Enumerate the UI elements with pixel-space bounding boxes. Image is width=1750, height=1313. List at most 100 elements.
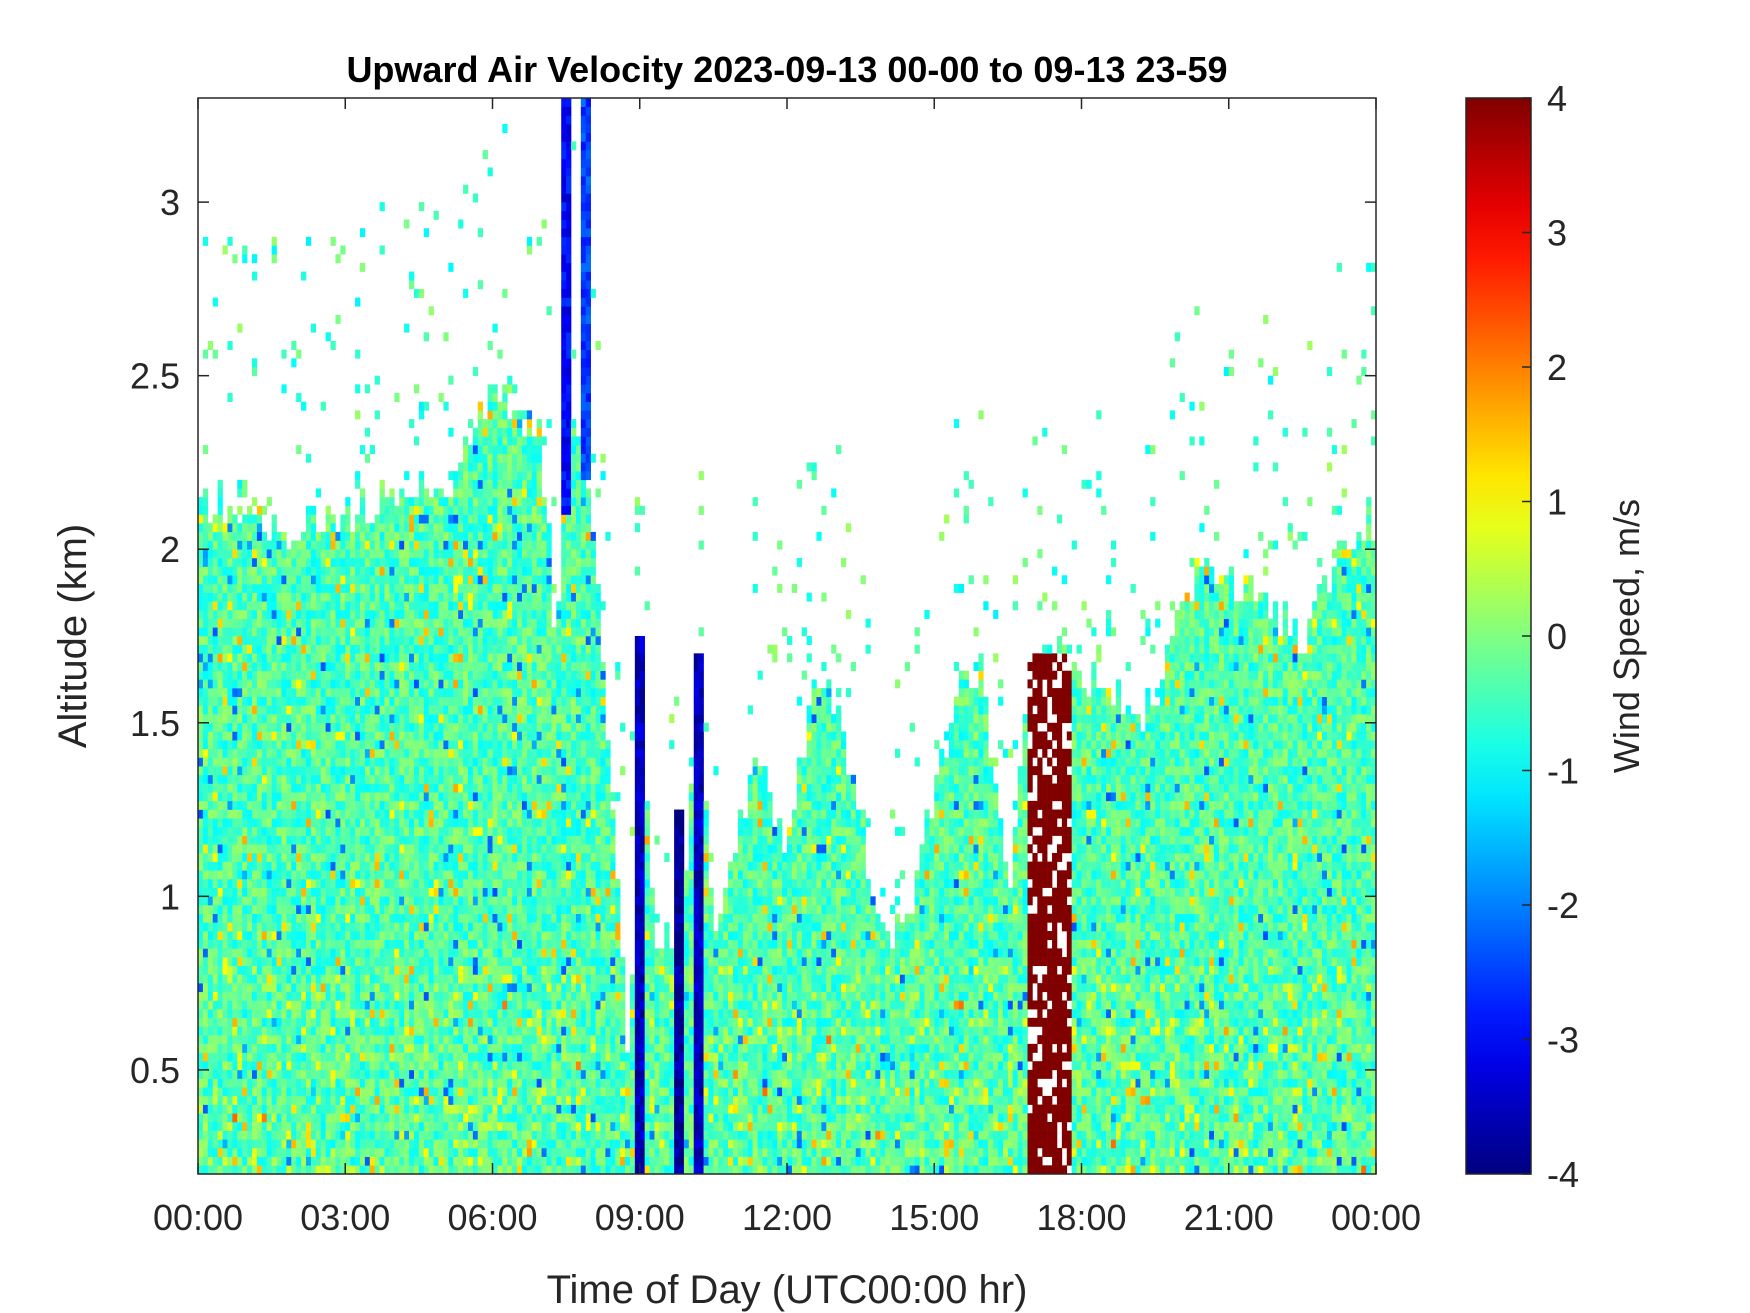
heatmap-cell [478, 888, 483, 897]
heatmap-cell [247, 870, 252, 879]
heatmap-cell [473, 966, 478, 975]
heatmap-cell [434, 1122, 439, 1131]
heatmap-cell [286, 1026, 291, 1035]
heatmap-cell [355, 567, 360, 576]
heatmap-cell [493, 1157, 498, 1166]
heatmap-cell [488, 645, 493, 654]
heatmap-cell [483, 749, 488, 758]
heatmap-cell [429, 662, 434, 671]
heatmap-cell [286, 549, 291, 558]
heatmap-cell [448, 541, 453, 550]
heatmap-cell [257, 1009, 262, 1018]
heatmap-cell [286, 558, 291, 567]
heatmap-cell [375, 749, 380, 758]
heatmap-cell [316, 723, 321, 732]
heatmap-cell [385, 1139, 390, 1148]
heatmap-cell [335, 1105, 340, 1114]
heatmap-cell [439, 1113, 444, 1122]
heatmap-cell [493, 584, 498, 593]
heatmap-cell [316, 688, 321, 697]
heatmap-cell [227, 1035, 232, 1044]
heatmap-cell [394, 645, 399, 654]
heatmap-cell [272, 731, 277, 740]
heatmap-cell [355, 870, 360, 879]
heatmap-cell [350, 914, 355, 923]
heatmap-cell [242, 1139, 247, 1148]
heatmap-cell [237, 1009, 242, 1018]
heatmap-cell [458, 471, 463, 480]
heatmap-cell [385, 723, 390, 732]
heatmap-cell [439, 1035, 444, 1044]
heatmap-cell [385, 853, 390, 862]
heatmap-cell [424, 853, 429, 862]
heatmap-cell [434, 636, 439, 645]
heatmap-cell [213, 350, 218, 359]
heatmap-cell [223, 931, 228, 940]
heatmap-cell [301, 1000, 306, 1009]
heatmap-cell [463, 836, 468, 845]
heatmap-cell [227, 558, 232, 567]
heatmap-cell [419, 1148, 424, 1157]
heatmap-cell [375, 1157, 380, 1166]
heatmap-cell [488, 784, 493, 793]
heatmap-cell [213, 896, 218, 905]
heatmap-cell [468, 636, 473, 645]
heatmap-cell [375, 627, 380, 636]
heatmap-cell [360, 584, 365, 593]
heatmap-cell [463, 619, 468, 628]
heatmap-cell [267, 914, 272, 923]
heatmap-cell [311, 1044, 316, 1053]
heatmap-cell [237, 766, 242, 775]
heatmap-cell [203, 1105, 208, 1114]
heatmap-cell [296, 671, 301, 680]
heatmap-cell [414, 1113, 419, 1122]
heatmap-cell [473, 1122, 478, 1131]
heatmap-cell [198, 862, 203, 871]
heatmap-cell [419, 870, 424, 879]
heatmap-cell [478, 1113, 483, 1122]
heatmap-cell [463, 1000, 468, 1009]
heatmap-cell [218, 636, 223, 645]
heatmap-cell [272, 688, 277, 697]
heatmap-cell [335, 896, 340, 905]
heatmap-cell [375, 1131, 380, 1140]
heatmap-cell [198, 1053, 203, 1062]
heatmap-cell [247, 645, 252, 654]
heatmap-cell [414, 1035, 419, 1044]
heatmap-cell [296, 1018, 301, 1027]
heatmap-cell [291, 784, 296, 793]
heatmap-cell [237, 757, 242, 766]
heatmap-cell [389, 575, 394, 584]
heatmap-cell [468, 1105, 473, 1114]
heatmap-cell [439, 671, 444, 680]
heatmap-cell [473, 653, 478, 662]
heatmap-cell [208, 532, 213, 541]
heatmap-cell [453, 653, 458, 662]
heatmap-cell [424, 332, 429, 341]
heatmap-cell [301, 922, 306, 931]
heatmap-cell [242, 1096, 247, 1105]
heatmap-cell [439, 766, 444, 775]
heatmap-cell [345, 948, 350, 957]
heatmap-cell [389, 992, 394, 1001]
heatmap-cell [232, 870, 237, 879]
heatmap-cell [419, 810, 424, 819]
heatmap-cell [409, 1148, 414, 1157]
heatmap-cell [218, 870, 223, 879]
heatmap-cell [218, 801, 223, 810]
heatmap-cell [365, 1096, 370, 1105]
heatmap-cell [262, 853, 267, 862]
heatmap-cell [419, 957, 424, 966]
heatmap-cell [252, 801, 257, 810]
heatmap-cell [483, 575, 488, 584]
heatmap-cell [365, 931, 370, 940]
heatmap-cell [385, 1000, 390, 1009]
heatmap-cell [380, 766, 385, 775]
heatmap-cell [267, 1113, 272, 1122]
heatmap-cell [218, 584, 223, 593]
heatmap-cell [345, 541, 350, 550]
heatmap-cell [296, 445, 301, 454]
heatmap-cell [311, 818, 316, 827]
heatmap-cell [281, 688, 286, 697]
heatmap-cell [237, 523, 242, 532]
